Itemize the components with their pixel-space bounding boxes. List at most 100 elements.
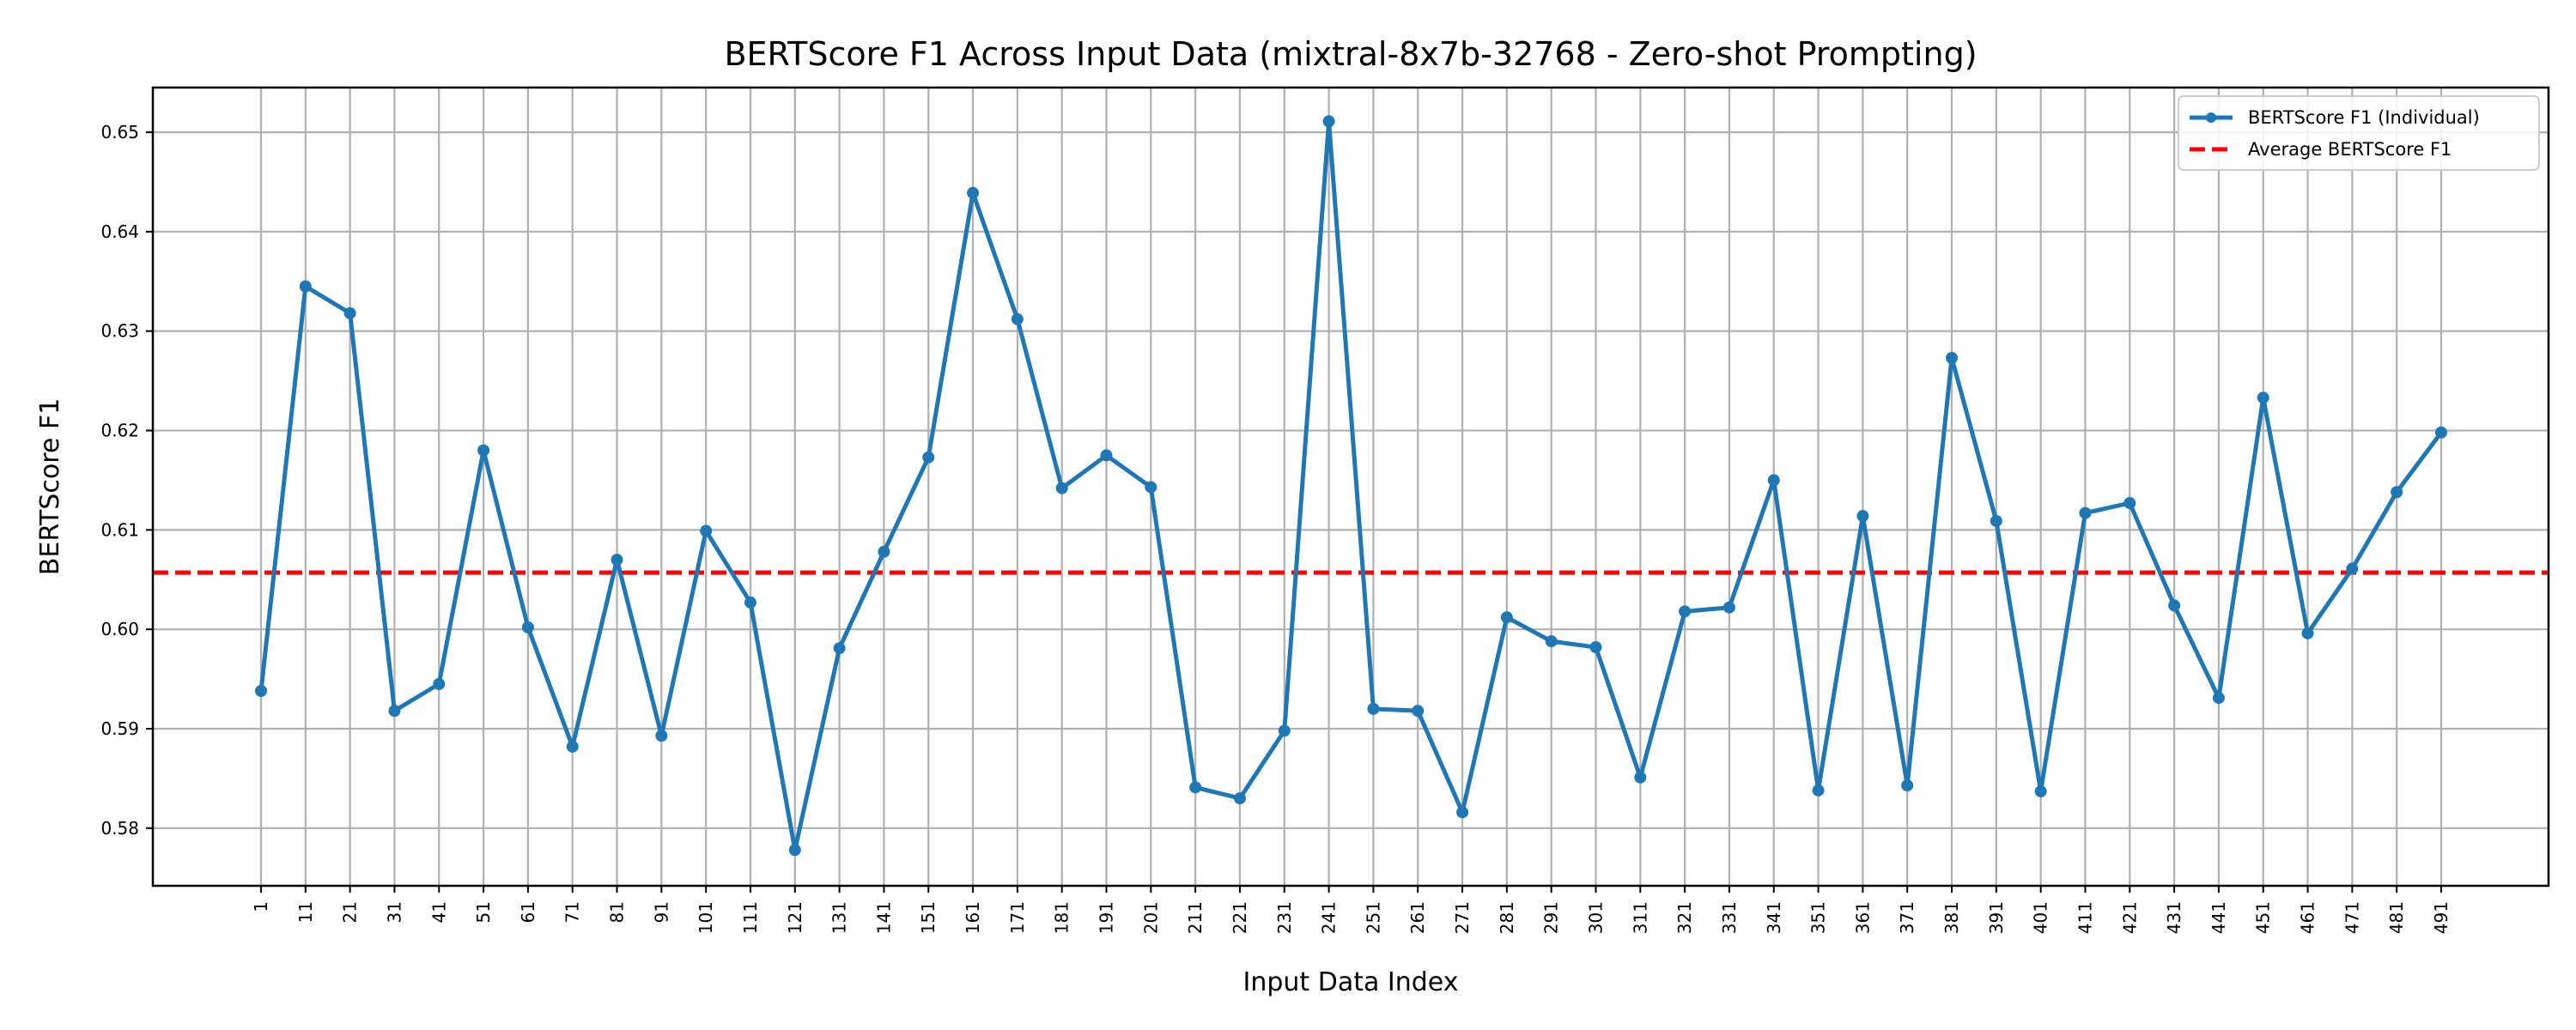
- data-point: [433, 677, 446, 690]
- data-point: [2123, 497, 2136, 510]
- x-tick-label: 411: [2075, 901, 2095, 934]
- x-tick-label: 251: [1363, 901, 1383, 934]
- data-point: [1990, 514, 2002, 527]
- data-point: [1812, 784, 1825, 797]
- y-tick-label: 0.63: [100, 321, 139, 342]
- x-tick-label: 181: [1052, 901, 1072, 934]
- x-tick-label: 141: [873, 901, 894, 934]
- data-point: [700, 524, 713, 537]
- data-point: [2212, 692, 2225, 705]
- y-tick-label: 0.60: [100, 619, 139, 639]
- x-tick-label: 381: [1941, 901, 1962, 934]
- x-tick-label: 401: [2031, 901, 2051, 934]
- x-tick-label: 211: [1185, 901, 1206, 934]
- x-tick-label: 111: [740, 901, 761, 934]
- legend-average-label: Average BERTScore F1: [2248, 139, 2451, 160]
- x-tick-label: 391: [1986, 901, 2007, 934]
- x-tick-label: 371: [1897, 901, 1917, 934]
- data-point: [2391, 486, 2403, 499]
- data-point: [1856, 510, 1869, 523]
- x-tick-label: 301: [1585, 901, 1606, 934]
- legend-series-label: BERTScore F1 (Individual): [2248, 107, 2480, 128]
- x-tick-label: 361: [1852, 901, 1873, 934]
- x-tick-label: 241: [1319, 901, 1340, 934]
- x-tick-label: 471: [2342, 901, 2362, 934]
- data-point: [922, 451, 935, 464]
- x-tick-label: 351: [1808, 901, 1829, 934]
- data-point: [1901, 779, 1914, 792]
- y-tick-label: 0.64: [100, 221, 139, 242]
- x-tick-label: 61: [518, 901, 538, 923]
- x-tick-label: 121: [785, 901, 805, 934]
- data-point: [388, 705, 401, 718]
- data-point: [878, 545, 890, 558]
- data-point: [566, 740, 579, 753]
- y-tick-label: 0.58: [100, 818, 139, 839]
- data-point: [611, 554, 623, 566]
- data-point: [2301, 627, 2314, 639]
- x-tick-label: 31: [384, 901, 404, 923]
- data-point: [788, 844, 801, 857]
- series-layer: [255, 115, 2447, 857]
- x-tick-label: 321: [1674, 901, 1695, 934]
- x-tick-label: 311: [1630, 901, 1650, 934]
- y-tick-label: 0.59: [100, 718, 139, 739]
- data-point: [1189, 781, 1202, 794]
- x-tick-label: 51: [473, 901, 494, 923]
- data-point: [1589, 641, 1602, 654]
- data-point: [255, 685, 267, 698]
- x-tick-label: 131: [829, 901, 850, 934]
- data-point: [2034, 785, 2047, 797]
- data-point: [744, 596, 756, 609]
- x-tick-label: 331: [1719, 901, 1740, 934]
- x-tick-label: 261: [1407, 901, 1428, 934]
- y-tick-label: 0.62: [100, 421, 139, 441]
- data-point: [1145, 481, 1157, 494]
- data-point: [1278, 724, 1291, 737]
- data-point: [1545, 635, 1558, 648]
- data-point: [2435, 426, 2447, 439]
- x-tick-label: 231: [1274, 901, 1295, 934]
- x-axis-label: Input Data Index: [1243, 967, 1459, 997]
- data-point: [343, 306, 356, 319]
- series-line: [258, 118, 2444, 852]
- legend-series-marker: [2206, 112, 2216, 123]
- x-tick-label: 21: [340, 901, 361, 923]
- y-tick-label: 0.65: [100, 122, 139, 142]
- data-point: [1946, 352, 1959, 365]
- data-point: [2168, 599, 2181, 612]
- data-point: [1011, 312, 1024, 325]
- x-tick-label: 461: [2298, 901, 2318, 934]
- data-point: [1634, 771, 1647, 784]
- x-tick-label: 71: [562, 901, 583, 923]
- data-point: [1722, 601, 1735, 614]
- data-point: [1679, 605, 1692, 618]
- x-tick-label: 201: [1140, 901, 1161, 934]
- data-point: [2257, 391, 2269, 404]
- x-tick-label: 41: [428, 901, 449, 923]
- data-point: [1100, 449, 1113, 462]
- x-tick-label: 441: [2208, 901, 2229, 934]
- data-point: [967, 186, 980, 199]
- x-tick-label: 191: [1097, 901, 1117, 934]
- legend-box: [2178, 95, 2540, 171]
- x-tick-label: 481: [2386, 901, 2407, 934]
- data-point: [1055, 482, 1068, 494]
- data-point: [1412, 705, 1425, 718]
- legend: BERTScore F1 (Individual) Average BERTSc…: [2178, 95, 2540, 171]
- tick-marks: [146, 131, 2442, 893]
- x-tick-label: 431: [2164, 901, 2184, 934]
- data-point: [1500, 611, 1513, 624]
- data-point: [1456, 806, 1469, 819]
- x-tick-label: 281: [1497, 901, 1517, 934]
- data-point: [477, 444, 490, 457]
- chart-title: BERTScore F1 Across Input Data (mixtral-…: [724, 35, 1977, 73]
- plot-frame: [151, 86, 2550, 888]
- data-point: [1322, 115, 1335, 128]
- x-tick-labels: 1 11 21 31 41 51 61 71 81 91 101 111 121 131 141 151 161…: [251, 901, 2451, 934]
- data-point: [2079, 506, 2092, 519]
- x-tick-label: 11: [295, 901, 316, 923]
- data-point: [1233, 792, 1246, 805]
- data-point: [299, 280, 312, 293]
